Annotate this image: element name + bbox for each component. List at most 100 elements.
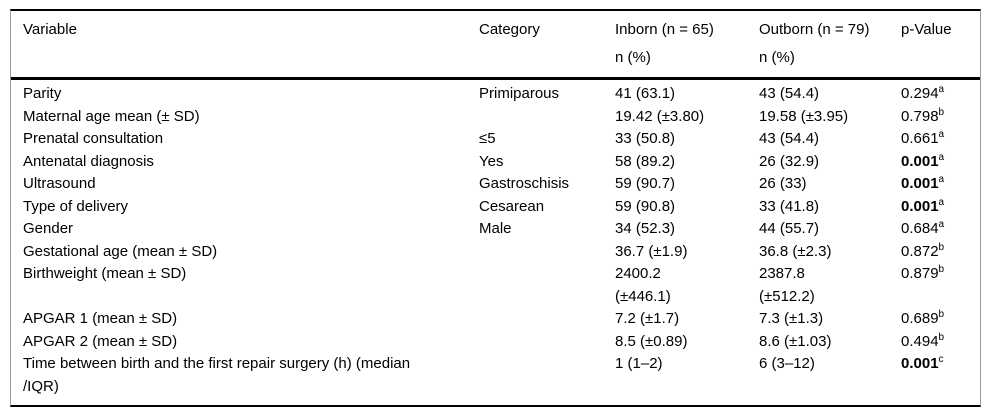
outborn-value-cell: 44 (55.7) — [759, 220, 820, 237]
variable-cell: Gender — [23, 220, 74, 237]
inborn-value-cell: 34 (52.3) — [615, 220, 676, 237]
pvalue-cell: 0.684a — [901, 218, 980, 241]
inborn-value-cell: 7.2 (±1.7) — [615, 310, 680, 327]
col-subheader-inborn: n (%) — [615, 49, 651, 66]
variable-cell: Prenatal consultation — [23, 130, 164, 147]
pvalue-number: 0.494 — [901, 332, 939, 350]
statistics-table-frame: Variable Category Inborn (n = 65) n (%) … — [10, 9, 981, 407]
col-header-inborn-label: Inborn (n = 65) — [615, 21, 714, 38]
inborn-value-cell: 59 (90.7) — [615, 175, 676, 192]
category-cell: Cesarean — [479, 197, 545, 215]
table-header: Variable Category Inborn (n = 65) n (%) … — [11, 11, 980, 80]
variable-cell: Type of delivery — [23, 197, 129, 215]
inborn-value-cell: 2400.2 (±446.1) — [615, 265, 671, 305]
category-cell: ≤5 — [479, 130, 496, 147]
variable-cell: Birthweight (mean ± SD) — [23, 265, 187, 282]
outborn-value-cell: 26 (32.9) — [759, 152, 820, 170]
col-header-variable: Variable — [11, 11, 479, 80]
pvalue-footnote-marker: a — [938, 129, 945, 140]
category-cell: Yes — [479, 152, 504, 170]
category-cell — [479, 263, 615, 308]
table-body: Parity Primiparous 41 (63.1) 43 (54.4) 0… — [11, 79, 980, 406]
pvalue-footnote-marker: b — [938, 331, 945, 343]
table-row-birthweight: Birthweight (mean ± SD) 2400.2 (±446.1) … — [11, 263, 980, 308]
outborn-value-cell: 43 (54.4) — [759, 85, 820, 102]
outborn-value-cell: 33 (41.8) — [759, 197, 820, 215]
col-header-category: Category — [479, 11, 615, 80]
pvalue-number: 0.684 — [901, 220, 939, 237]
pvalue-cell: 0.689b — [901, 308, 980, 331]
pvalue-number: 0.001 — [901, 197, 939, 215]
outborn-value-cell: 6 (3–12) — [759, 355, 815, 372]
variable-cell: APGAR 2 (mean ± SD) — [23, 332, 178, 350]
pvalue-footnote-marker: b — [938, 241, 945, 253]
pvalue-footnote-marker: a — [938, 84, 945, 95]
pvalue-number: 0.001 — [901, 152, 939, 170]
pvalue-cell: 0.494b — [901, 331, 980, 354]
header-row: Variable Category Inborn (n = 65) n (%) … — [11, 11, 980, 80]
table-row-apgar-2: APGAR 2 (mean ± SD) 8.5 (±0.89) 8.6 (±1.… — [11, 331, 980, 354]
pvalue-number: 0.872 — [901, 242, 939, 260]
pvalue-cell: 0.001a — [901, 173, 980, 196]
pvalue-number: 0.661 — [901, 130, 939, 147]
table-row-gender: Gender Male 34 (52.3) 44 (55.7) 0.684a — [11, 218, 980, 241]
variable-cell: Time between birth and the first repair … — [23, 355, 411, 395]
category-cell: Primiparous — [479, 85, 560, 102]
pvalue-footnote-marker: a — [938, 196, 945, 208]
pvalue-cell: 0.661a — [901, 128, 980, 151]
pvalue-footnote-marker: b — [938, 264, 945, 275]
pvalue-footnote-marker: c — [938, 354, 944, 365]
pvalue-footnote-marker: b — [938, 106, 945, 118]
pvalue-number: 0.001 — [901, 355, 939, 372]
outborn-value-cell: 26 (33) — [759, 175, 807, 192]
variable-cell: Ultrasound — [23, 175, 96, 192]
pvalue-footnote-marker: b — [938, 309, 945, 320]
inborn-value-cell: 1 (1–2) — [615, 355, 663, 372]
inborn-value-cell: 41 (63.1) — [615, 85, 676, 102]
category-cell: Gastroschisis — [479, 175, 570, 192]
variable-cell: Gestational age (mean ± SD) — [23, 242, 218, 260]
table-row-apgar-1: APGAR 1 (mean ± SD) 7.2 (±1.7) 7.3 (±1.3… — [11, 308, 980, 331]
pvalue-cell: 0.879b — [901, 263, 980, 308]
outborn-value-cell: 8.6 (±1.03) — [759, 332, 832, 350]
inborn-value-cell: 58 (89.2) — [615, 152, 676, 170]
col-header-pvalue: p-Value — [901, 11, 980, 80]
pvalue-number: 0.001 — [901, 175, 939, 192]
pvalue-cell: 0.001a — [901, 151, 980, 174]
pvalue-number: 0.294 — [901, 85, 939, 102]
col-header-outborn: Outborn (n = 79) n (%) — [759, 11, 901, 80]
category-cell — [479, 241, 615, 264]
variable-cell: Antenatal diagnosis — [23, 152, 154, 170]
variable-cell: Parity — [23, 85, 62, 102]
pvalue-footnote-marker: a — [938, 219, 945, 230]
category-cell — [479, 308, 615, 331]
col-header-inborn: Inborn (n = 65) n (%) — [615, 11, 759, 80]
table-row-parity: Parity Primiparous 41 (63.1) 43 (54.4) 0… — [11, 79, 980, 106]
inborn-value-cell: 33 (50.8) — [615, 130, 676, 147]
pvalue-footnote-marker: a — [938, 174, 945, 185]
outborn-value-cell: 7.3 (±1.3) — [759, 310, 824, 327]
inborn-value-cell: 19.42 (±3.80) — [615, 107, 705, 125]
variable-cell: Maternal age mean (± SD) — [23, 107, 200, 125]
pvalue-cell: 0.294a — [901, 79, 980, 106]
table-row-gestational-age: Gestational age (mean ± SD) 36.7 (±1.9) … — [11, 241, 980, 264]
pvalue-cell: 0.798b — [901, 106, 980, 129]
pvalue-cell: 0.872b — [901, 241, 980, 264]
category-cell — [479, 331, 615, 354]
pvalue-number: 0.798 — [901, 107, 939, 125]
table-row-antenatal-diagnosis: Antenatal diagnosis Yes 58 (89.2) 26 (32… — [11, 151, 980, 174]
category-cell: Male — [479, 220, 512, 237]
statistics-table: Variable Category Inborn (n = 65) n (%) … — [11, 11, 980, 405]
pvalue-cell: 0.001c — [901, 353, 980, 405]
category-cell — [479, 106, 615, 129]
table-row-maternal-age: Maternal age mean (± SD) 19.42 (±3.80) 1… — [11, 106, 980, 129]
pvalue-number: 0.879 — [901, 265, 939, 282]
outborn-value-cell: 43 (54.4) — [759, 130, 820, 147]
inborn-value-cell: 59 (90.8) — [615, 197, 676, 215]
col-header-outborn-label: Outborn (n = 79) — [759, 21, 870, 38]
outborn-value-cell: 36.8 (±2.3) — [759, 242, 832, 260]
table-row-ultrasound: Ultrasound Gastroschisis 59 (90.7) 26 (3… — [11, 173, 980, 196]
category-cell — [479, 353, 615, 405]
inborn-value-cell: 8.5 (±0.89) — [615, 332, 688, 350]
outborn-value-cell: 2387.8 (±512.2) — [759, 265, 815, 305]
